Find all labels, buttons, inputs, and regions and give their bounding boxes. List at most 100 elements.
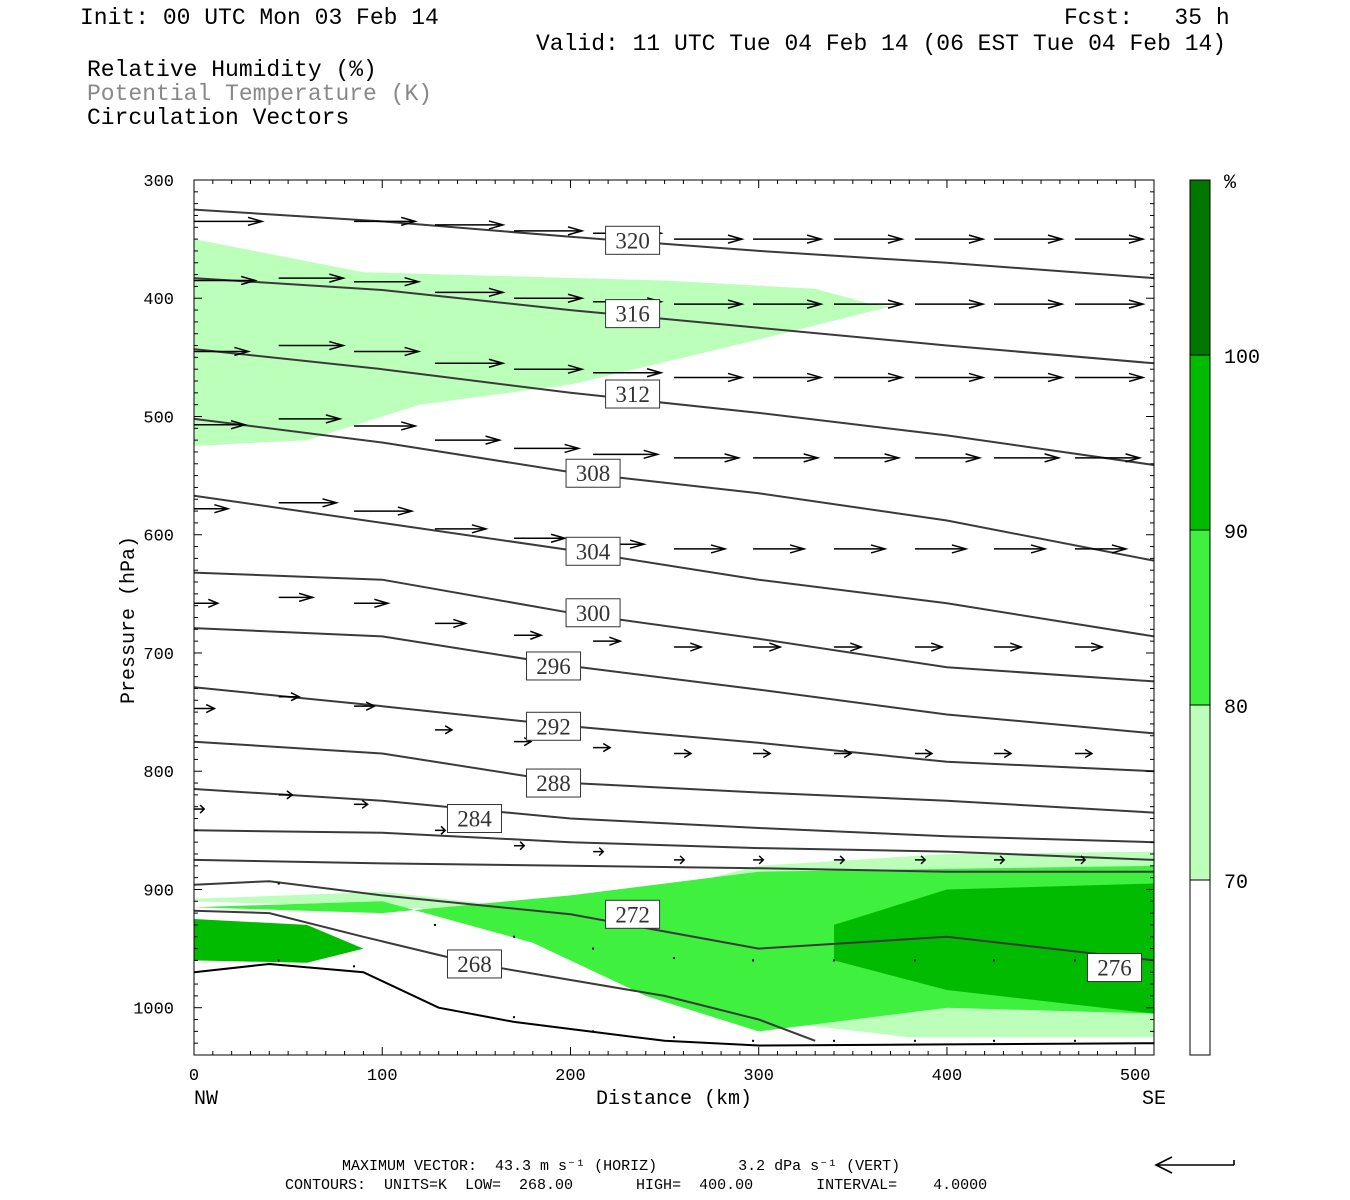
vector-head	[322, 498, 340, 508]
isentropes	[194, 208, 1154, 1042]
contour-label-text: 312	[615, 382, 650, 407]
contour-label-text: 308	[576, 461, 611, 486]
vector-arrow	[674, 855, 686, 865]
vector-arrow	[514, 533, 568, 543]
vector-arrow	[1074, 642, 1105, 652]
vector-head	[1111, 544, 1129, 554]
rh-region-90	[194, 919, 364, 963]
contour-label-text: 284	[457, 807, 492, 832]
vector-arrow	[434, 287, 506, 298]
vector-arrow	[914, 453, 983, 463]
vector-arrow	[434, 358, 506, 368]
vector-arrow	[353, 965, 355, 968]
vector-arrow	[434, 618, 468, 629]
vector-head	[1010, 642, 1024, 652]
vector-head	[1128, 299, 1146, 309]
vector-head	[924, 748, 934, 759]
vector-head	[365, 701, 377, 711]
vector-arrow	[752, 959, 755, 962]
vector-head	[762, 748, 772, 759]
vector-arrow	[1073, 1039, 1076, 1042]
vector-dot	[592, 1030, 595, 1033]
vector-arrow	[354, 276, 422, 287]
vector-head	[1030, 544, 1048, 554]
contour-label-box	[565, 458, 621, 488]
contour-label-box	[446, 804, 502, 834]
vector-head	[920, 855, 927, 865]
x-axis-label: Distance (km)	[596, 1088, 752, 1111]
vector-head	[850, 642, 864, 652]
vector-arrow	[513, 1016, 515, 1019]
vector-head	[968, 372, 986, 383]
vector-head	[870, 544, 888, 554]
vector-arrow	[994, 855, 1006, 865]
vector-head	[1047, 234, 1065, 244]
field-title-rh: Relative Humidity (%)	[87, 57, 377, 83]
vector-head	[247, 216, 265, 227]
vector-head	[724, 453, 742, 463]
vector-head	[444, 725, 454, 735]
vector-head	[329, 273, 347, 283]
rh-region-70	[194, 239, 891, 446]
vector-arrow	[833, 959, 835, 962]
vector-arrow	[433, 923, 436, 926]
colorbar-level-label: 90	[1224, 522, 1248, 545]
vector-arrow	[753, 855, 765, 865]
vector-head	[567, 226, 585, 236]
vector-arrow	[993, 959, 995, 962]
vector-arrow	[593, 368, 664, 378]
vector-arrow	[994, 372, 1065, 383]
vector-arrow	[914, 372, 986, 383]
vector-head	[567, 293, 585, 303]
vector-arrow	[514, 443, 582, 454]
contour-label-box	[526, 711, 582, 741]
colorbar-unit: %	[1224, 172, 1237, 195]
vector-arrow	[514, 293, 585, 303]
x-tick-label: 100	[367, 1067, 398, 1086]
vector-arrow	[434, 825, 447, 835]
vector-head	[887, 372, 905, 383]
vector-arrow	[434, 220, 506, 230]
x-end-label-nw: NW	[194, 1088, 218, 1111]
vector-arrow	[593, 742, 612, 753]
vector-arrow	[1074, 453, 1143, 463]
contour-label-276: 276	[1086, 953, 1142, 982]
contour-label-272: 272	[605, 899, 661, 929]
contour-label-284: 284	[446, 804, 502, 834]
vector-arrow	[674, 372, 745, 383]
vector-head	[1003, 748, 1013, 759]
vector-head	[999, 855, 1006, 865]
vector-arrow	[914, 642, 945, 652]
vector-head	[690, 642, 704, 652]
vector-arrow	[434, 435, 503, 445]
vector-head	[646, 368, 664, 378]
vector-head	[789, 544, 807, 554]
vector-dot	[433, 923, 436, 926]
isentrope-308	[194, 417, 1154, 562]
vector-arrow	[913, 959, 916, 962]
vector-arrow	[994, 234, 1065, 244]
vector-head	[325, 414, 343, 424]
contour-label-312: 312	[605, 379, 661, 409]
vector-arrow	[354, 701, 377, 711]
vector-head	[550, 533, 568, 543]
vector-arrow	[914, 855, 927, 865]
vector-arrow	[354, 799, 369, 809]
isentrope-272	[194, 880, 1154, 962]
contour-label-box	[565, 598, 621, 628]
isentrope-312	[194, 348, 1154, 466]
vector-head	[598, 847, 605, 857]
x-end-label-se: SE	[1142, 1088, 1166, 1111]
vector-arrow	[834, 234, 905, 244]
contour-label-296: 296	[526, 651, 582, 681]
x-tick-label: 200	[555, 1067, 586, 1086]
vector-arrow	[834, 855, 846, 865]
contour-label-316: 316	[605, 299, 661, 329]
vector-dot	[353, 965, 355, 968]
contour-label-text: 320	[615, 228, 650, 253]
vector-arrow	[753, 642, 783, 652]
vector-head	[286, 790, 294, 800]
vector-dot	[513, 1016, 515, 1019]
vector-head	[1128, 234, 1146, 244]
